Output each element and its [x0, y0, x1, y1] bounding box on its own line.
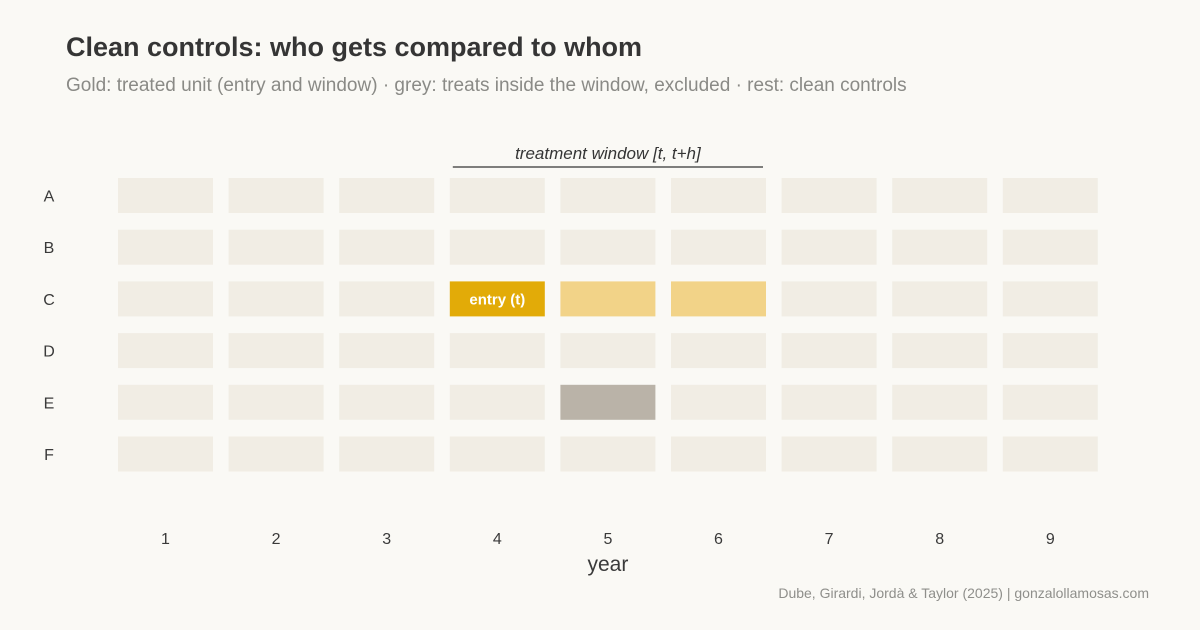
row-label-D: D: [43, 344, 55, 361]
cell-window-C-5: [560, 281, 656, 317]
cell-A-6: [671, 178, 766, 213]
cell-F-7: [781, 436, 877, 472]
cell-A-7: [781, 178, 877, 213]
cell-C-2: [228, 281, 324, 317]
cell-D-6: [671, 333, 766, 369]
row-label-A: A: [44, 189, 55, 206]
cell-A-8: [892, 178, 988, 213]
chart-title: Clean controls: who gets compared to who…: [66, 32, 643, 62]
cell-E-1: [118, 384, 213, 420]
row-label-E: E: [44, 395, 55, 412]
cell-B-9: [1002, 229, 1098, 265]
cell-excluded-E-5: [560, 384, 656, 420]
cell-E-4: [449, 384, 545, 420]
cell-E-6: [671, 384, 766, 420]
x-axis-title: year: [587, 553, 628, 576]
cell-B-8: [892, 229, 988, 265]
cell-D-4: [449, 333, 545, 369]
cell-C-8: [892, 281, 988, 317]
row-label-C: C: [43, 292, 55, 309]
cell-B-3: [339, 229, 435, 265]
cell-D-5: [560, 333, 656, 369]
cell-E-7: [781, 384, 877, 420]
cell-F-6: [671, 436, 766, 472]
cell-A-4: [449, 178, 545, 213]
cell-F-9: [1002, 436, 1098, 472]
cell-F-4: [449, 436, 545, 472]
col-label-2: 2: [272, 531, 281, 548]
cell-label-entry: entry (t): [469, 291, 525, 308]
chart-caption: Dube, Girardi, Jordà & Taylor (2025) | g…: [778, 585, 1149, 601]
cell-A-5: [560, 178, 656, 213]
cell-B-1: [118, 229, 213, 265]
row-label-B: B: [44, 240, 55, 257]
cell-E-3: [339, 384, 435, 420]
col-label-3: 3: [382, 531, 391, 548]
col-label-6: 6: [714, 531, 723, 548]
cell-C-1: [118, 281, 213, 317]
cell-F-8: [892, 436, 988, 472]
cell-D-7: [781, 333, 877, 369]
cell-F-1: [118, 436, 213, 472]
cell-F-3: [339, 436, 435, 472]
cell-B-5: [560, 229, 656, 265]
col-label-7: 7: [825, 531, 834, 548]
col-label-4: 4: [493, 531, 502, 548]
cell-F-5: [560, 436, 656, 472]
cell-F-2: [228, 436, 324, 472]
cell-D-1: [118, 333, 213, 369]
cell-A-1: [118, 178, 213, 213]
cell-B-2: [228, 229, 324, 265]
cell-A-9: [1002, 178, 1098, 213]
row-label-F: F: [44, 447, 54, 464]
treatment-window-label: treatment window [t, t+h]: [515, 144, 702, 163]
col-label-5: 5: [603, 531, 612, 548]
cell-E-9: [1002, 384, 1098, 420]
cell-D-3: [339, 333, 435, 369]
cell-A-2: [228, 178, 324, 213]
cell-B-7: [781, 229, 877, 265]
cell-A-3: [339, 178, 435, 213]
col-label-8: 8: [935, 531, 944, 548]
cell-E-2: [228, 384, 324, 420]
cell-D-9: [1002, 333, 1098, 369]
cell-C-9: [1002, 281, 1098, 317]
cell-D-2: [228, 333, 324, 369]
cell-window-C-6: [671, 281, 766, 317]
cell-B-6: [671, 229, 766, 265]
cell-C-3: [339, 281, 435, 317]
cell-entry-C-4: [449, 281, 545, 317]
chart-subtitle: Gold: treated unit (entry and window) · …: [66, 75, 907, 96]
col-label-1: 1: [161, 531, 170, 548]
cell-E-8: [892, 384, 988, 420]
cell-C-7: [781, 281, 877, 317]
cell-B-4: [449, 229, 545, 265]
col-label-9: 9: [1046, 531, 1055, 548]
cell-D-8: [892, 333, 988, 369]
